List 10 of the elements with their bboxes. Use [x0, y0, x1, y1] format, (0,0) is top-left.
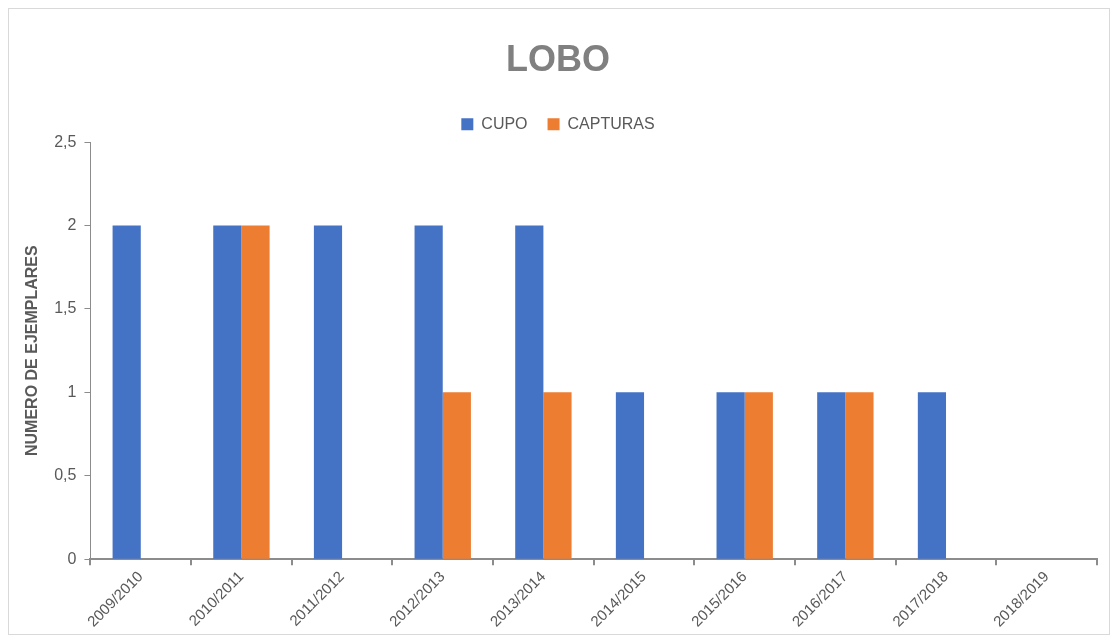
y-tick-label: 0,5: [54, 466, 77, 484]
chart-title: LOBO: [506, 37, 610, 79]
y-axis-title: NUMERO DE EJEMPLARES: [23, 245, 41, 457]
y-tick-label: 2,5: [54, 132, 77, 150]
legend-label: CUPO: [481, 114, 528, 132]
y-tick-label: 2: [67, 215, 77, 233]
y-tick-label: 1: [67, 382, 77, 400]
y-tick-label: 0: [67, 549, 77, 567]
y-tick-label: 1,5: [54, 299, 77, 317]
legend-label: CAPTURAS: [567, 114, 655, 132]
